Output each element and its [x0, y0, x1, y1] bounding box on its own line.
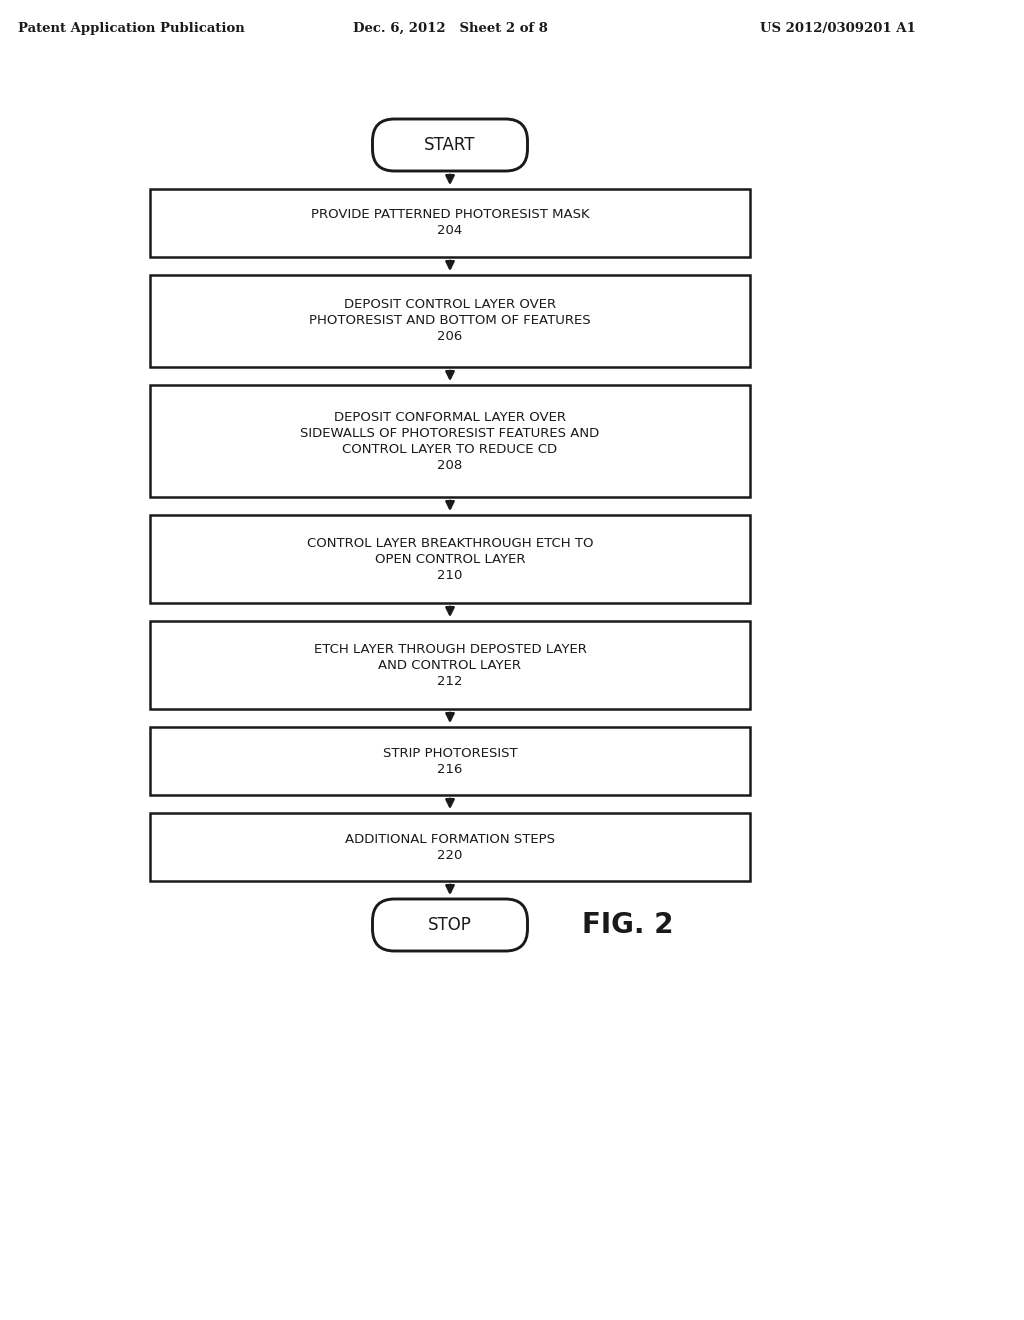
- Text: ADDITIONAL FORMATION STEPS
220: ADDITIONAL FORMATION STEPS 220: [345, 833, 555, 862]
- Text: ETCH LAYER THROUGH DEPOSTED LAYER
AND CONTROL LAYER
212: ETCH LAYER THROUGH DEPOSTED LAYER AND CO…: [313, 643, 587, 688]
- FancyBboxPatch shape: [373, 899, 527, 950]
- Text: Patent Application Publication: Patent Application Publication: [18, 22, 245, 36]
- Text: FIG. 2: FIG. 2: [583, 911, 674, 939]
- FancyBboxPatch shape: [150, 385, 750, 498]
- Text: START: START: [424, 136, 476, 154]
- FancyBboxPatch shape: [150, 813, 750, 880]
- Text: Dec. 6, 2012   Sheet 2 of 8: Dec. 6, 2012 Sheet 2 of 8: [352, 22, 548, 36]
- FancyBboxPatch shape: [373, 119, 527, 172]
- Text: STOP: STOP: [428, 916, 472, 935]
- Text: DEPOSIT CONFORMAL LAYER OVER
SIDEWALLS OF PHOTORESIST FEATURES AND
CONTROL LAYER: DEPOSIT CONFORMAL LAYER OVER SIDEWALLS O…: [300, 411, 600, 471]
- FancyBboxPatch shape: [150, 727, 750, 795]
- Text: STRIP PHOTORESIST
216: STRIP PHOTORESIST 216: [383, 747, 517, 776]
- FancyBboxPatch shape: [150, 275, 750, 367]
- FancyBboxPatch shape: [150, 189, 750, 257]
- Text: US 2012/0309201 A1: US 2012/0309201 A1: [760, 22, 915, 36]
- FancyBboxPatch shape: [150, 515, 750, 603]
- Text: DEPOSIT CONTROL LAYER OVER
PHOTORESIST AND BOTTOM OF FEATURES
206: DEPOSIT CONTROL LAYER OVER PHOTORESIST A…: [309, 298, 591, 343]
- Text: CONTROL LAYER BREAKTHROUGH ETCH TO
OPEN CONTROL LAYER
210: CONTROL LAYER BREAKTHROUGH ETCH TO OPEN …: [307, 536, 593, 582]
- FancyBboxPatch shape: [150, 620, 750, 709]
- Text: PROVIDE PATTERNED PHOTORESIST MASK
204: PROVIDE PATTERNED PHOTORESIST MASK 204: [310, 209, 590, 238]
